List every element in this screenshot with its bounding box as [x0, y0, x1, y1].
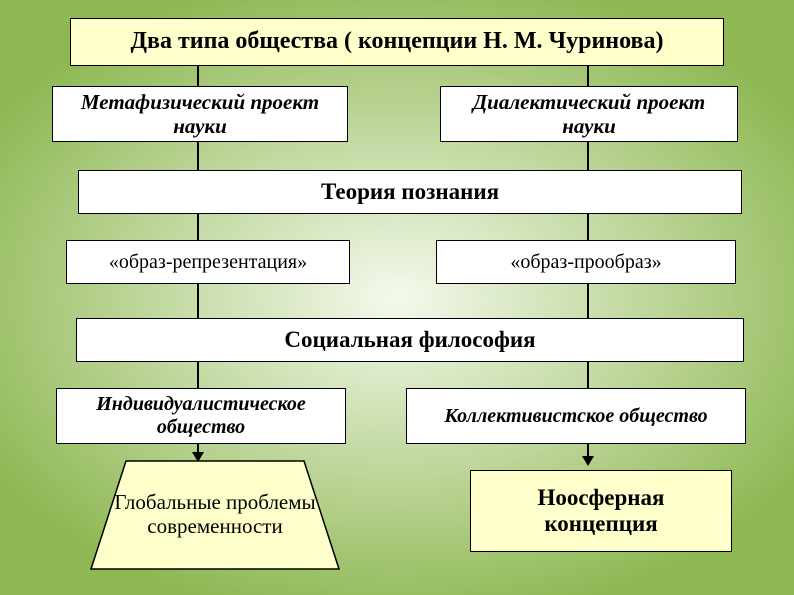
box-individualistic-society: Индивидуалистическое общество — [56, 388, 346, 444]
box-image-prototype: «образ-прообраз» — [436, 240, 736, 284]
box-label: Индивидуалистическое общество — [65, 393, 337, 439]
connector-line — [587, 66, 589, 86]
box-label: «образ-прообраз» — [510, 251, 661, 274]
box-metaphysical-project: Метафизический проект науки — [52, 86, 348, 142]
connector-line — [197, 214, 199, 240]
box-image-representation: «образ-репрезентация» — [66, 240, 350, 284]
diagram-title-text: Два типа общества ( концепции Н. М. Чури… — [131, 28, 664, 56]
connector-line — [587, 142, 589, 170]
connector-line — [197, 66, 199, 86]
box-noosphere-concept: Ноосферная концепция — [470, 470, 732, 552]
box-dialectical-project: Диалектический проект науки — [440, 86, 738, 142]
diagram-title: Два типа общества ( концепции Н. М. Чури… — [70, 18, 724, 66]
box-label: Теория познания — [321, 179, 499, 205]
box-global-problems: Глобальные проблемы современности — [90, 460, 340, 570]
box-collectivist-society: Коллективистское общество — [406, 388, 746, 444]
connector-line — [587, 214, 589, 240]
box-social-philosophy: Социальная философия — [76, 318, 744, 362]
box-label: Диалектический проект науки — [451, 90, 727, 138]
connector-line — [587, 284, 589, 318]
connector-line — [587, 362, 589, 388]
connector-line — [197, 284, 199, 318]
box-label: Глобальные проблемы современности — [90, 490, 340, 538]
connector-line — [197, 142, 199, 170]
arrow-head-icon — [582, 456, 594, 466]
box-theory-of-knowledge: Теория познания — [78, 170, 742, 214]
box-label: «образ-репрезентация» — [109, 251, 307, 274]
box-label: Коллективистское общество — [444, 405, 707, 428]
box-label: Ноосферная концепция — [481, 485, 721, 538]
box-label: Социальная философия — [284, 327, 535, 353]
box-label: Метафизический проект науки — [63, 90, 337, 138]
connector-line — [197, 362, 199, 388]
